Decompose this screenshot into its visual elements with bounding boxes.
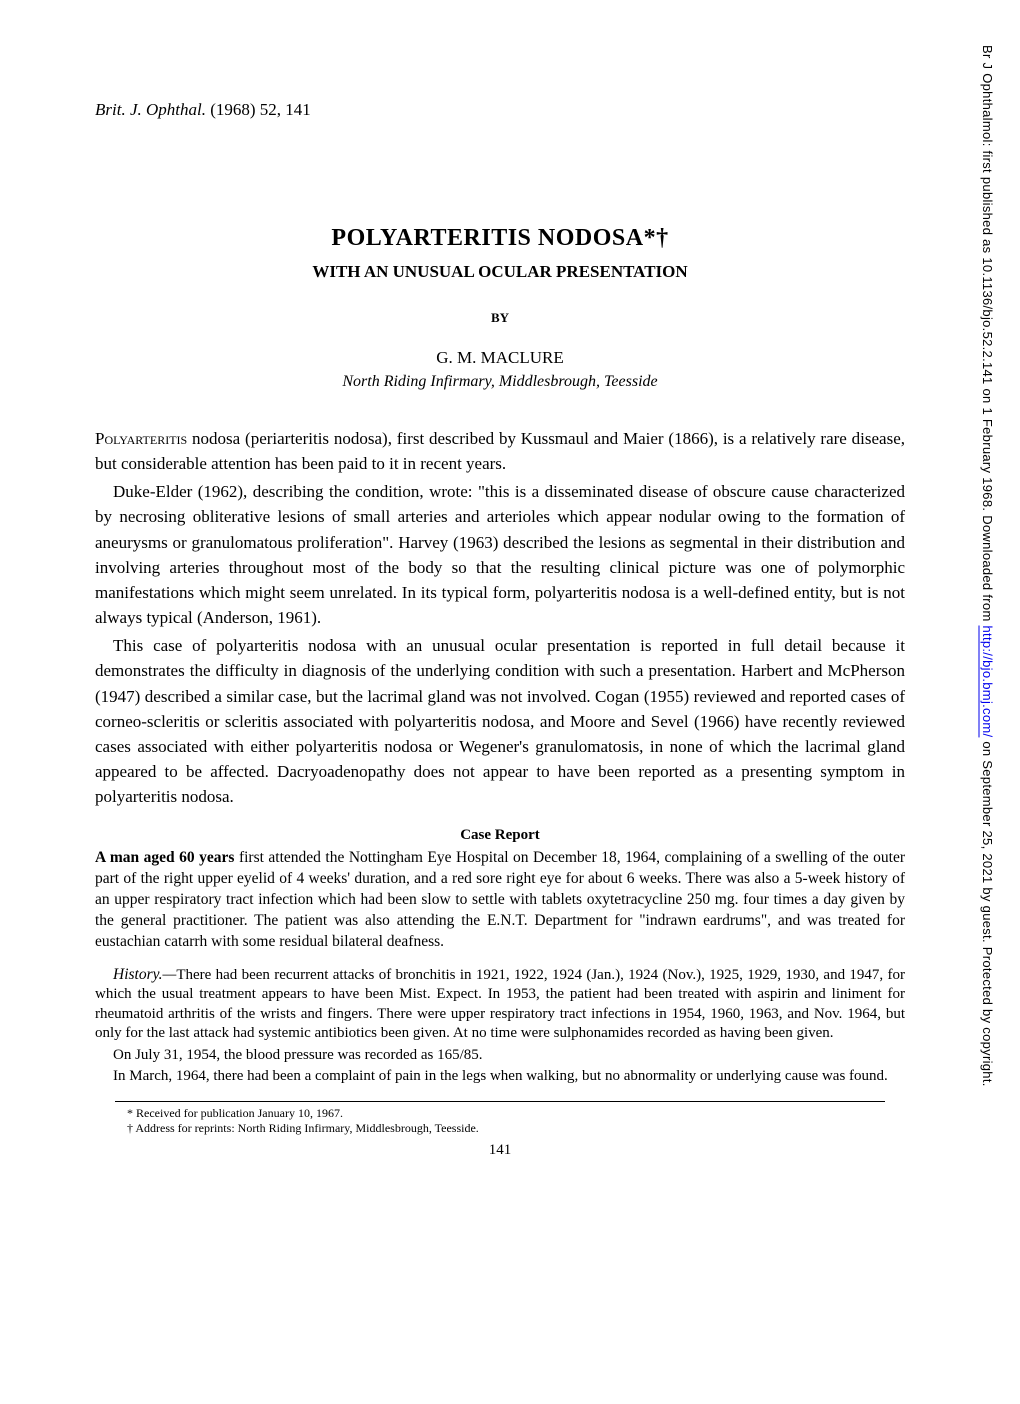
article-title: POLYARTERITIS NODOSA*† — [95, 225, 905, 252]
copyright-sidebar: Br J Ophthalmol: first published as 10.1… — [980, 45, 995, 1365]
intro-paragraph-3: This case of polyarteritis nodosa with a… — [95, 633, 905, 809]
sidebar-prefix: Br J Ophthalmol: first published as 10.1… — [980, 45, 995, 626]
intro-paragraph-2: Duke-Elder (1962), describing the condit… — [95, 479, 905, 630]
footnote-separator — [115, 1101, 885, 1102]
by-label: BY — [95, 310, 905, 326]
lead-word: Polyarteritis — [95, 429, 187, 448]
history-text: There had been recurrent attacks of bron… — [95, 967, 905, 1042]
history-section: History.—There had been recurrent attack… — [95, 965, 905, 1087]
intro-paragraph-1: Polyarteritis nodosa (periarteritis nodo… — [95, 426, 905, 476]
case-paragraph-1: A man aged 60 years first attended the N… — [95, 848, 905, 953]
citation-detail: (1968) 52, 141 — [206, 100, 311, 119]
journal-abbrev: Brit. J. Ophthal. — [95, 100, 206, 119]
page-number: 141 — [95, 1142, 905, 1159]
author-name: G. M. MACLURE — [95, 348, 905, 368]
article-subtitle: WITH AN UNUSUAL OCULAR PRESENTATION — [95, 262, 905, 282]
footnotes-block: * Received for publication January 10, 1… — [127, 1106, 905, 1136]
case-report-heading: Case Report — [95, 827, 905, 844]
para1-text: nodosa (periarteritis nodosa), first des… — [95, 429, 905, 473]
journal-citation: Brit. J. Ophthal. (1968) 52, 141 — [95, 100, 905, 120]
sidebar-link[interactable]: http://bjo.bmj.com/ — [980, 626, 995, 738]
footnote-2: † Address for reprints: North Riding Inf… — [127, 1121, 905, 1136]
history-paragraph-2: On July 31, 1954, the blood pressure was… — [95, 1046, 905, 1066]
history-paragraph-3: In March, 1964, there had been a complai… — [95, 1067, 905, 1087]
sidebar-suffix: on September 25, 2021 by guest. Protecte… — [980, 737, 995, 1086]
history-paragraph-1: History.—There had been recurrent attack… — [95, 965, 905, 1044]
history-label: History.— — [113, 966, 176, 983]
case-lead: A man aged 60 years — [95, 849, 234, 866]
author-affiliation: North Riding Infirmary, Middlesbrough, T… — [95, 373, 905, 391]
footnote-1: * Received for publication January 10, 1… — [127, 1106, 905, 1121]
